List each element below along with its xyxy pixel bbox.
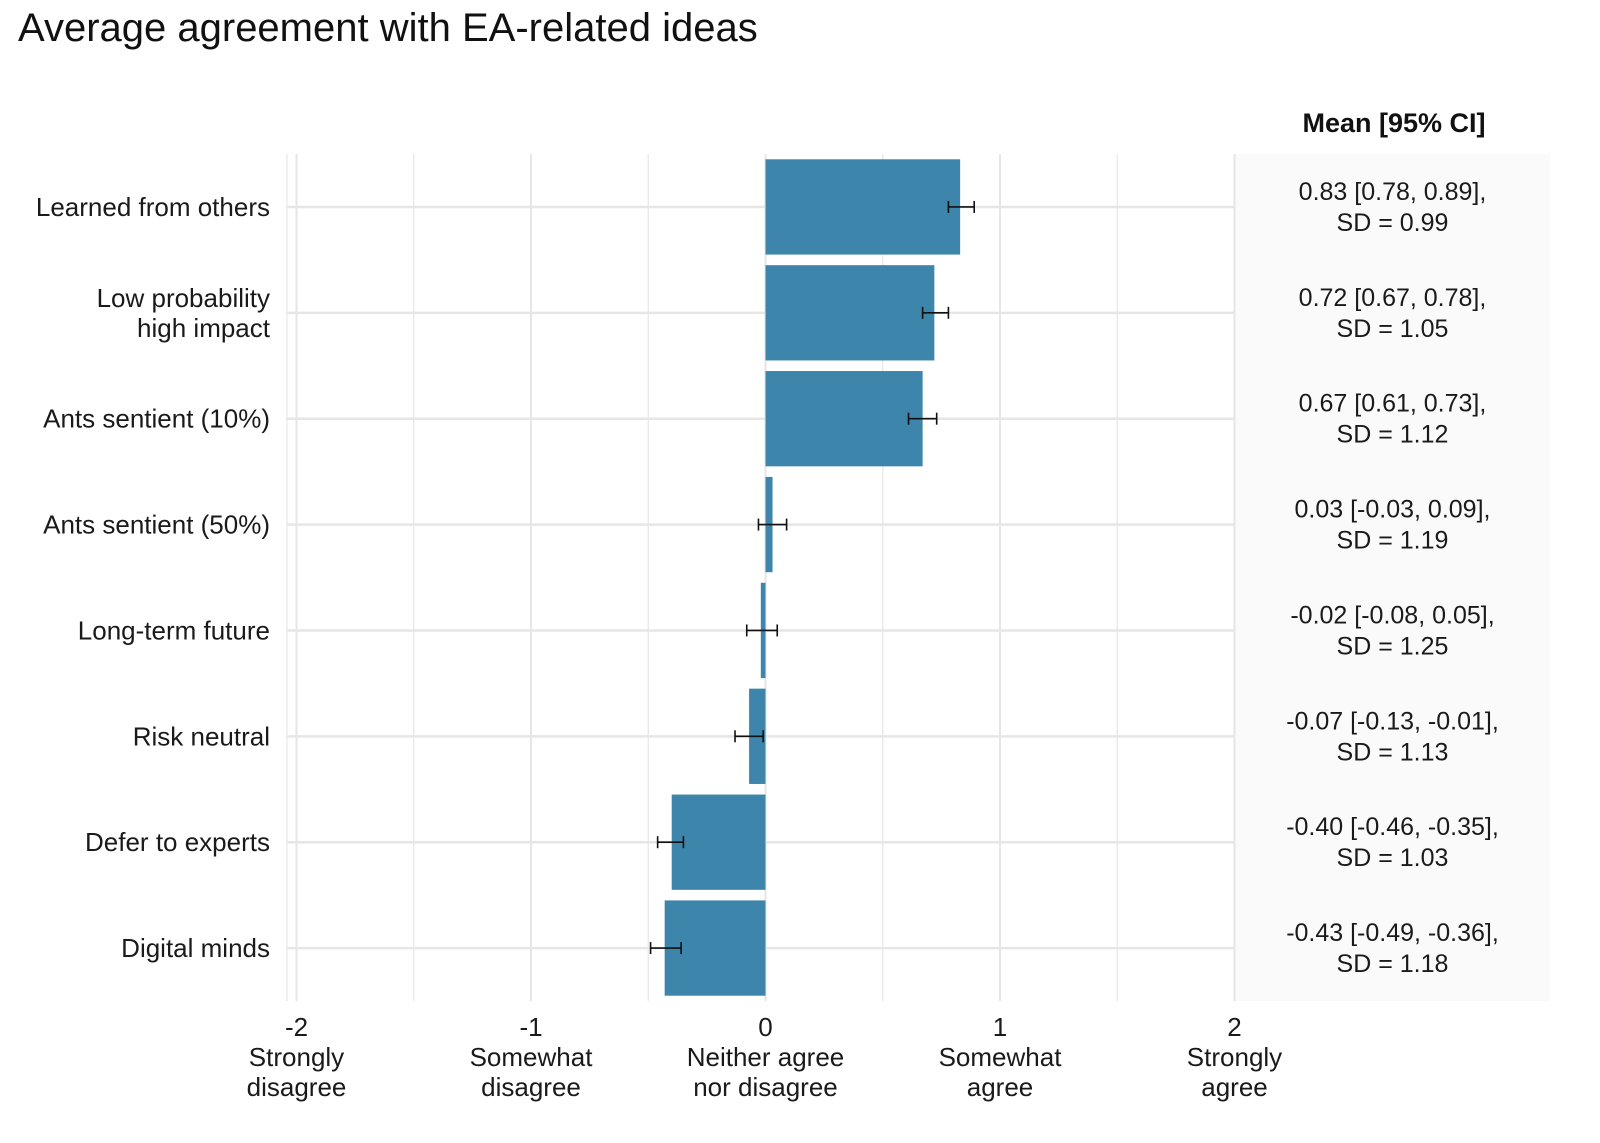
error-bar: [757, 518, 788, 531]
category-label: Risk neutral: [133, 721, 270, 751]
stats-panel: [1235, 154, 1550, 1001]
error-bar: [921, 306, 950, 319]
error-bar: [907, 412, 938, 425]
category-label: Ants sentient (50%): [43, 510, 270, 540]
bar: [765, 371, 923, 467]
category-label: Defer to experts: [85, 827, 270, 857]
bar: [671, 794, 766, 890]
error-bar: [649, 942, 682, 955]
stats-label: 0.67 [0.61, 0.73], SD = 1.12: [1299, 390, 1487, 449]
category-label: Low probability high impact: [97, 283, 271, 343]
x-tick-label: 1 Somewhat agree: [939, 1012, 1063, 1102]
error-bar: [656, 836, 685, 849]
category-label: Long-term future: [78, 615, 270, 645]
x-tick-label: 2 Strongly agree: [1187, 1012, 1282, 1102]
x-tick-label: -2 Strongly disagree: [247, 1012, 347, 1102]
stats-label: 0.72 [0.67, 0.78], SD = 1.05: [1299, 284, 1487, 343]
stats-label: -0.43 [-0.49, -0.36], SD = 1.18: [1286, 919, 1499, 978]
stats-label: -0.02 [-0.08, 0.05], SD = 1.25: [1290, 601, 1494, 660]
category-label: Ants sentient (10%): [43, 404, 270, 434]
x-tick-label: 0 Neither agree nor disagree: [687, 1012, 845, 1102]
stats-column-header: Mean [95% CI]: [1302, 108, 1486, 138]
stats-label: 0.03 [-0.03, 0.09], SD = 1.19: [1295, 496, 1491, 555]
x-tick-label: -1 Somewhat disagree: [470, 1012, 594, 1102]
bar: [765, 265, 935, 361]
error-bar: [745, 624, 779, 637]
stats-label: -0.40 [-0.46, -0.35], SD = 1.03: [1286, 813, 1499, 872]
stats-label: -0.07 [-0.13, -0.01], SD = 1.13: [1286, 707, 1499, 766]
error-bar: [734, 730, 764, 743]
bar: [765, 159, 961, 255]
category-label: Learned from others: [36, 192, 270, 222]
stats-label: 0.83 [0.78, 0.89], SD = 0.99: [1299, 178, 1487, 237]
chart-title: Average agreement with EA-related ideas: [18, 6, 758, 50]
category-label: Digital minds: [121, 933, 270, 963]
error-bar: [947, 200, 976, 213]
